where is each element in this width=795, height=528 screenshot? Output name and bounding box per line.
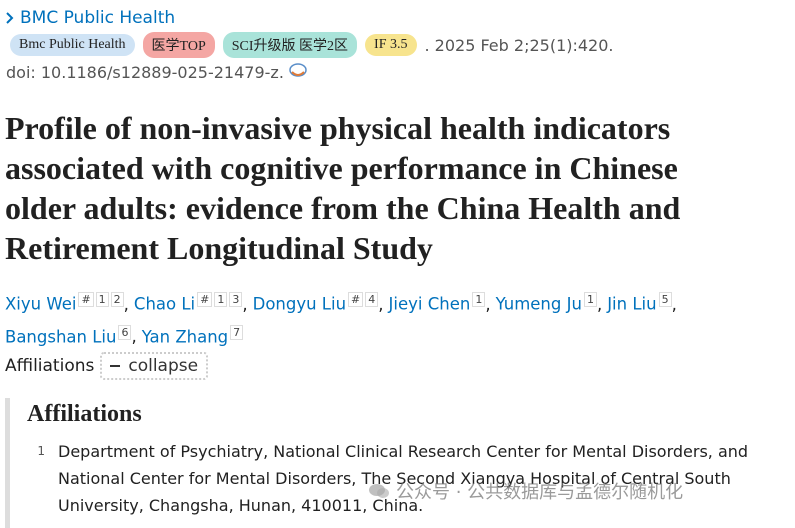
author-mark[interactable]: 1 bbox=[583, 292, 597, 307]
separator: , bbox=[671, 294, 677, 314]
doi-row: doi: 10.1186/s12889-025-21479-z. bbox=[6, 62, 308, 82]
author-name[interactable]: Dongyu Liu bbox=[252, 294, 347, 314]
separator: , bbox=[596, 294, 603, 314]
affiliation-item: 1 Department of Psychiatry, National Clin… bbox=[10, 438, 795, 519]
separator: , bbox=[131, 327, 137, 346]
author-mark[interactable]: 4 bbox=[365, 292, 379, 307]
affiliation-text: Department of Psychiatry, National Clini… bbox=[58, 442, 749, 515]
separator: , bbox=[242, 294, 248, 314]
badge: Bmc Public Health bbox=[10, 34, 135, 56]
journal-name: BMC Public Health bbox=[20, 8, 176, 28]
cite-icon[interactable] bbox=[288, 62, 308, 80]
affiliations-heading: Affiliations bbox=[27, 401, 142, 427]
journal-link[interactable]: BMC Public Health bbox=[6, 8, 175, 28]
author-name[interactable]: Chao Li bbox=[133, 294, 196, 314]
author-mark[interactable]: 3 bbox=[229, 292, 243, 307]
separator: , bbox=[485, 294, 491, 314]
author-name[interactable]: Yan Zhang bbox=[141, 327, 229, 346]
toggle-label: Affiliations bbox=[5, 356, 95, 376]
author-name[interactable]: Yumeng Ju bbox=[495, 294, 582, 314]
author-mark[interactable]: # bbox=[348, 292, 364, 307]
doi: doi: 10.1186/s12889-025-21479-z. bbox=[6, 63, 284, 82]
separator: , bbox=[378, 294, 384, 314]
author-mark[interactable]: 1 bbox=[214, 292, 228, 307]
author-mark[interactable]: 2 bbox=[110, 292, 124, 307]
author-mark[interactable]: # bbox=[78, 292, 94, 307]
chevron bbox=[6, 12, 14, 24]
author-mark[interactable]: 1 bbox=[472, 292, 486, 307]
authors: Xiyu Wei #1 2, Chao Li #1 3, Dongyu Liu #4, Jiey… bbox=[5, 286, 695, 351]
author-mark[interactable]: 5 bbox=[658, 292, 672, 307]
article-title: Profile of non-invasive physical health … bbox=[5, 108, 680, 268]
author-name[interactable]: Xiyu Wei bbox=[5, 294, 77, 314]
author-mark[interactable]: 1 bbox=[95, 292, 109, 307]
author-mark[interactable]: 6 bbox=[118, 324, 132, 340]
collapse-button[interactable]: collapse bbox=[100, 352, 209, 380]
affiliations-toggle: Affiliations collapse bbox=[5, 352, 209, 380]
title-line: associated with cognitive performance in… bbox=[5, 150, 678, 186]
author-mark[interactable]: # bbox=[197, 292, 213, 307]
minus-icon bbox=[110, 365, 121, 367]
title-line: older adults: evidence from the China He… bbox=[5, 190, 681, 226]
badge: SCI升级版 医学2区 bbox=[222, 32, 358, 58]
citation: . 2025 Feb 2;25(1):420. bbox=[424, 35, 614, 55]
separator: , bbox=[123, 294, 129, 314]
author-mark[interactable]: 7 bbox=[230, 324, 244, 340]
title-line: Profile of non-invasive physical health … bbox=[5, 110, 671, 146]
watermark-text: 公众号 · 公共数据库与孟德尔随机化 bbox=[396, 482, 684, 503]
watermark: 公众号 · 公共数据库与孟德尔随机化 bbox=[368, 478, 683, 504]
author-name[interactable]: Jieyi Chen bbox=[388, 294, 471, 314]
affiliations-section: Affiliations 1 Department of Psychiatry, N… bbox=[5, 398, 795, 528]
author-name[interactable]: Jin Liu bbox=[607, 294, 657, 314]
badge: IF 3.5 bbox=[365, 34, 417, 56]
meta-row: Bmc Public Health 医学TOP SCI升级版 医学2区 IF 3.5.… bbox=[10, 32, 614, 58]
title-line: Retirement Longitudinal Study bbox=[5, 230, 433, 266]
badge: 医学TOP bbox=[142, 32, 215, 58]
affiliation-number: 1 bbox=[37, 444, 45, 458]
author-name[interactable]: Bangshan Liu bbox=[5, 327, 117, 346]
wechat-icon bbox=[369, 484, 389, 498]
button-label: collapse bbox=[128, 356, 199, 376]
